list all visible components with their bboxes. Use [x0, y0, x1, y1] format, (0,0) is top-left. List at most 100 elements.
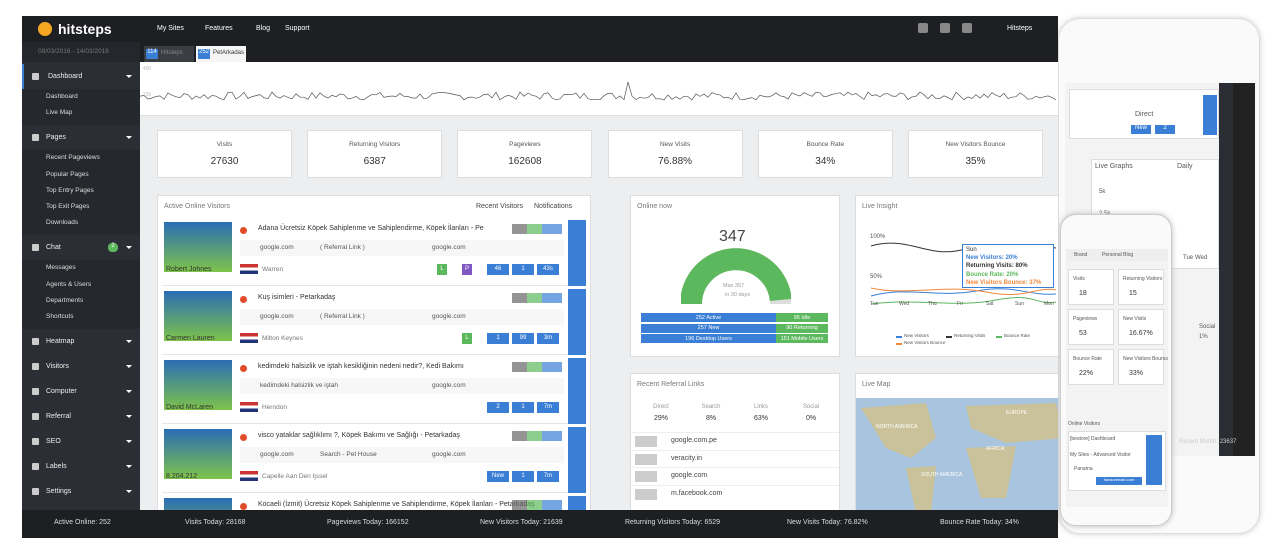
referral-link-row[interactable]: google.com.pe: [631, 432, 839, 449]
insight-axis-label: 50%: [870, 274, 883, 280]
site-tab[interactable]: 252 PetArkadas: [196, 46, 246, 62]
visitor-arrow[interactable]: [568, 358, 586, 424]
phone-arrow: [1146, 435, 1162, 485]
land: [966, 446, 1016, 498]
visitor-actions[interactable]: [512, 224, 562, 234]
traffic-line-area: [140, 81, 1057, 101]
sidebar-subitem[interactable]: Agents & Users: [46, 280, 92, 288]
sidebar-subitem[interactable]: Live Map: [46, 109, 73, 117]
legend-swatch: [896, 336, 902, 338]
panel-tab[interactable]: Notifications: [534, 203, 573, 210]
insight-day: Sun: [1015, 301, 1024, 307]
visitor-arrow[interactable]: [568, 220, 586, 286]
sidebar-item[interactable]: Heatmap: [46, 338, 75, 346]
site-tab[interactable]: 114 Hitsteps: [144, 46, 194, 62]
country-flag: [240, 402, 258, 412]
phone-stat-label: Bounce Rate: [1073, 356, 1102, 362]
footer-stat: Visits Today: 28168: [185, 519, 246, 526]
phone-stat: Bounce Rate 22%: [1068, 349, 1114, 385]
sidebar-subitem[interactable]: Top Entry Pages: [46, 186, 94, 194]
sidebar-item[interactable]: Pages: [46, 134, 66, 142]
phone-tab[interactable]: Brand: [1074, 252, 1088, 258]
sidebar-subitem[interactable]: Popular Pages: [46, 170, 89, 178]
sidebar-subitem[interactable]: Messages: [46, 264, 76, 272]
visitor-actions[interactable]: [512, 431, 562, 441]
stat-value: 162608: [508, 156, 542, 167]
referral-link: google.com.pe: [671, 437, 717, 444]
sidebar-caret: [126, 440, 132, 444]
sidebar-subitem[interactable]: Downloads: [46, 219, 79, 227]
tooltip-line: New Visitors Bounce: 37%: [966, 279, 1042, 286]
referral-link-row[interactable]: veracity.in: [631, 449, 839, 467]
online-bar: 257 New: [641, 323, 776, 333]
sidebar-item[interactable]: Settings: [46, 488, 72, 496]
tooltip-line: Sun: [966, 247, 977, 253]
referral-column-label: Links: [753, 404, 768, 410]
gauge: [681, 248, 791, 305]
tablet-bezel-right: [1219, 83, 1233, 456]
visitor-actions[interactable]: [512, 293, 562, 303]
sidebar-item[interactable]: SEO: [46, 438, 61, 446]
phone-tab[interactable]: Personal Blog: [1102, 252, 1134, 258]
referral-thumb: [635, 471, 657, 482]
tablet-button[interactable]: 2: [1155, 125, 1175, 134]
sidebar-item[interactable]: Visitors: [46, 363, 69, 371]
nav-menu-item[interactable]: Blog: [256, 25, 271, 32]
nav-icon-button[interactable]: [918, 23, 928, 33]
stat-box: New Visitors Bounce 35%: [908, 130, 1043, 178]
sidebar-subitem[interactable]: Dashboard: [46, 93, 78, 100]
visitor-source: google.com: [260, 313, 294, 320]
phone-device: Brand Personal Blog Visits 18 Returning Visi…: [1060, 214, 1172, 526]
country-flag: [240, 264, 258, 274]
tablet-button[interactable]: New: [1131, 125, 1151, 134]
sidebar-subitem[interactable]: Recent Pageviews: [46, 154, 100, 162]
content: Visits 27630 Returning Visitors 6387 Pagevie…: [140, 116, 1058, 538]
sidebar-item[interactable]: Computer: [46, 388, 77, 396]
visitor-arrow[interactable]: [568, 427, 586, 493]
tablet-period: Daily: [1177, 163, 1193, 170]
sidebar-caret: [126, 136, 132, 140]
sidebar-item[interactable]: Referral: [46, 413, 71, 421]
referral-link-row[interactable]: m.facebook.com: [631, 484, 839, 502]
referral-link-row[interactable]: google.com: [631, 467, 839, 484]
visitor-actions[interactable]: [512, 362, 562, 372]
paw-icon: [240, 365, 247, 372]
visitor-referral: ( Referral Link ): [320, 313, 365, 320]
phone-stat: New Visitors Bounce 33%: [1118, 349, 1168, 385]
user-menu[interactable]: Hitsteps: [1007, 25, 1033, 32]
sidebar-item[interactable]: Chat: [46, 244, 61, 252]
referral-link: m.facebook.com: [671, 489, 723, 497]
stat-value: 35%: [965, 156, 986, 167]
visitor-name: 8.204.212: [166, 473, 198, 480]
visitor-badge: 43s: [537, 264, 559, 275]
legend-label: Returning Visits: [954, 333, 986, 338]
site-tab-count: 114: [146, 49, 158, 59]
sidebar-item[interactable]: Labels: [46, 463, 67, 471]
referral-column-label: Search: [701, 404, 721, 410]
stat-label: New Visitors Bounce: [945, 141, 1006, 148]
phone-topbar: [1066, 249, 1168, 261]
insight-day: Tue: [870, 301, 879, 307]
panel-tab[interactable]: Recent Visitors: [476, 203, 523, 210]
phone-stat-label: Visits: [1073, 276, 1085, 282]
sidebar-icon: [32, 438, 39, 446]
visitor-arrow[interactable]: [568, 289, 586, 355]
date-range[interactable]: 08/03/2016 - 14/03/2016: [22, 42, 140, 62]
sidebar-subitem[interactable]: Top Exit Pages: [46, 203, 90, 210]
sidebar-item[interactable]: Dashboard: [22, 64, 140, 89]
legend-label: Bounce Rate: [1004, 333, 1031, 338]
tooltip-line: Returning Visits: 80%: [966, 263, 1028, 270]
visitor-location: Herndon: [262, 404, 287, 411]
stat-value: 76.88%: [658, 156, 693, 167]
visitor-actions[interactable]: [512, 500, 562, 510]
visitor-referral: ( Referral Link ): [320, 244, 365, 251]
nav-icon-button[interactable]: [940, 23, 950, 33]
nav-menu-item[interactable]: Support: [285, 25, 310, 32]
sidebar-subitem[interactable]: Departments: [46, 296, 84, 304]
nav-menu-item[interactable]: Features: [205, 25, 233, 32]
nav-icon-button[interactable]: [962, 23, 972, 33]
brand[interactable]: hitsteps: [58, 21, 112, 37]
nav-menu-item[interactable]: My Sites: [157, 25, 184, 32]
stat-value: 34%: [815, 156, 836, 167]
sidebar-subitem[interactable]: Shortcuts: [46, 313, 74, 320]
